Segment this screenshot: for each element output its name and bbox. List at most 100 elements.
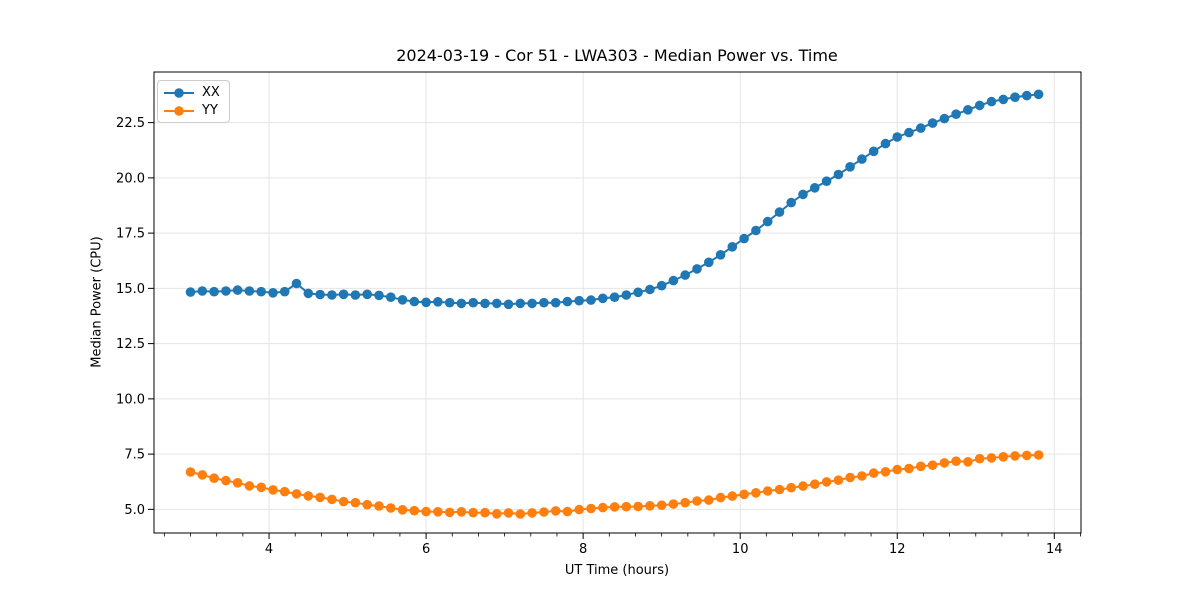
data-point-yy: [880, 467, 891, 477]
data-point-yy: [232, 478, 243, 488]
data-point-yy: [279, 486, 290, 497]
data-point-yy: [609, 502, 620, 512]
y-tick-label: 17.5: [116, 227, 145, 242]
data-point-yy: [409, 505, 420, 516]
data-point-yy: [397, 505, 408, 515]
data-point-yy: [197, 470, 208, 480]
data-point-yy: [598, 502, 608, 513]
data-point-yy: [244, 481, 255, 491]
data-point-xx: [998, 94, 1009, 105]
data-point-xx: [480, 298, 490, 309]
data-point-yy: [492, 509, 502, 519]
data-point-yy: [374, 501, 384, 511]
data-point-xx: [762, 216, 773, 227]
data-point-xx: [327, 290, 337, 300]
data-point-xx: [539, 297, 549, 308]
data-point-yy: [727, 491, 738, 501]
data-point-yy: [456, 507, 467, 517]
x-tick-label: 12: [889, 542, 906, 557]
data-point-yy: [680, 497, 690, 508]
data-point-yy: [303, 491, 314, 501]
legend-label-yy: YY: [202, 103, 218, 118]
data-point-xx: [503, 299, 514, 310]
y-tick-label: 22.5: [116, 116, 145, 131]
data-point-yy: [927, 460, 938, 471]
data-point-xx: [291, 278, 302, 289]
legend-swatch-yy: [164, 105, 194, 116]
data-point-xx: [338, 289, 349, 300]
data-point-yy: [998, 452, 1009, 462]
data-point-yy: [1010, 451, 1020, 461]
data-point-xx: [715, 250, 726, 260]
data-point-yy: [963, 457, 973, 467]
data-point-yy: [798, 481, 808, 491]
data-point-yy: [185, 467, 196, 477]
data-point-xx: [892, 132, 902, 142]
legend-item-yy: YY: [163, 103, 220, 118]
data-point-xx: [362, 289, 373, 300]
data-point-xx: [386, 292, 396, 303]
data-point-yy: [833, 475, 844, 486]
data-point-xx: [798, 189, 808, 200]
axes-spines: [153, 71, 1082, 534]
data-point-xx: [845, 162, 855, 172]
data-point-yy: [868, 468, 879, 478]
data-point-xx: [633, 287, 643, 298]
data-point-xx: [1022, 90, 1032, 101]
data-point-xx: [704, 257, 714, 268]
data-point-xx: [350, 290, 361, 300]
data-point-xx: [421, 297, 431, 308]
data-point-xx: [232, 285, 243, 295]
data-point-xx: [927, 118, 938, 128]
data-point-yy: [692, 496, 702, 506]
legend-label-xx: XX: [202, 85, 220, 100]
data-point-yy: [857, 471, 867, 481]
data-point-yy: [574, 504, 584, 515]
data-point-yy: [645, 501, 655, 511]
legend-swatch-xx: [164, 87, 194, 98]
data-point-xx: [621, 290, 632, 300]
data-point-yy: [315, 492, 325, 503]
data-point-yy: [515, 509, 526, 519]
data-point-xx: [668, 275, 679, 286]
data-point-yy: [480, 507, 490, 518]
data-point-yy: [668, 499, 679, 509]
y-tick-label: 10.0: [116, 392, 145, 407]
data-point-xx: [492, 298, 502, 309]
y-tick-label: 7.5: [124, 448, 145, 463]
data-point-xx: [727, 242, 738, 252]
data-point-yy: [562, 506, 573, 517]
data-point-xx: [904, 127, 914, 138]
data-point-xx: [185, 287, 196, 297]
data-point-xx: [939, 113, 950, 124]
data-point-yy: [256, 482, 267, 493]
x-tick-label: 8: [579, 542, 587, 557]
data-point-yy: [892, 464, 902, 475]
data-point-yy: [704, 495, 714, 505]
data-point-xx: [1010, 92, 1020, 102]
data-point-xx: [598, 293, 608, 304]
data-point-xx: [468, 297, 479, 308]
data-point-xx: [550, 297, 561, 308]
data-point-xx: [692, 264, 702, 274]
data-point-xx: [739, 233, 749, 244]
data-point-yy: [916, 461, 926, 472]
data-point-yy: [762, 486, 773, 496]
x-tick-label: 10: [732, 542, 749, 557]
data-point-xx: [456, 298, 467, 309]
data-point-yy: [350, 497, 361, 508]
data-point-yy: [715, 492, 726, 503]
data-point-yy: [433, 507, 443, 517]
data-point-yy: [1022, 450, 1032, 461]
data-point-yy: [550, 506, 561, 516]
y-tick-label: 20.0: [116, 171, 145, 186]
data-point-yy: [209, 473, 219, 484]
data-point-xx: [656, 280, 667, 291]
data-point-yy: [845, 472, 855, 483]
data-point-xx: [645, 284, 655, 295]
data-point-xx: [444, 297, 455, 308]
data-point-xx: [209, 286, 219, 297]
data-point-xx: [409, 296, 420, 307]
